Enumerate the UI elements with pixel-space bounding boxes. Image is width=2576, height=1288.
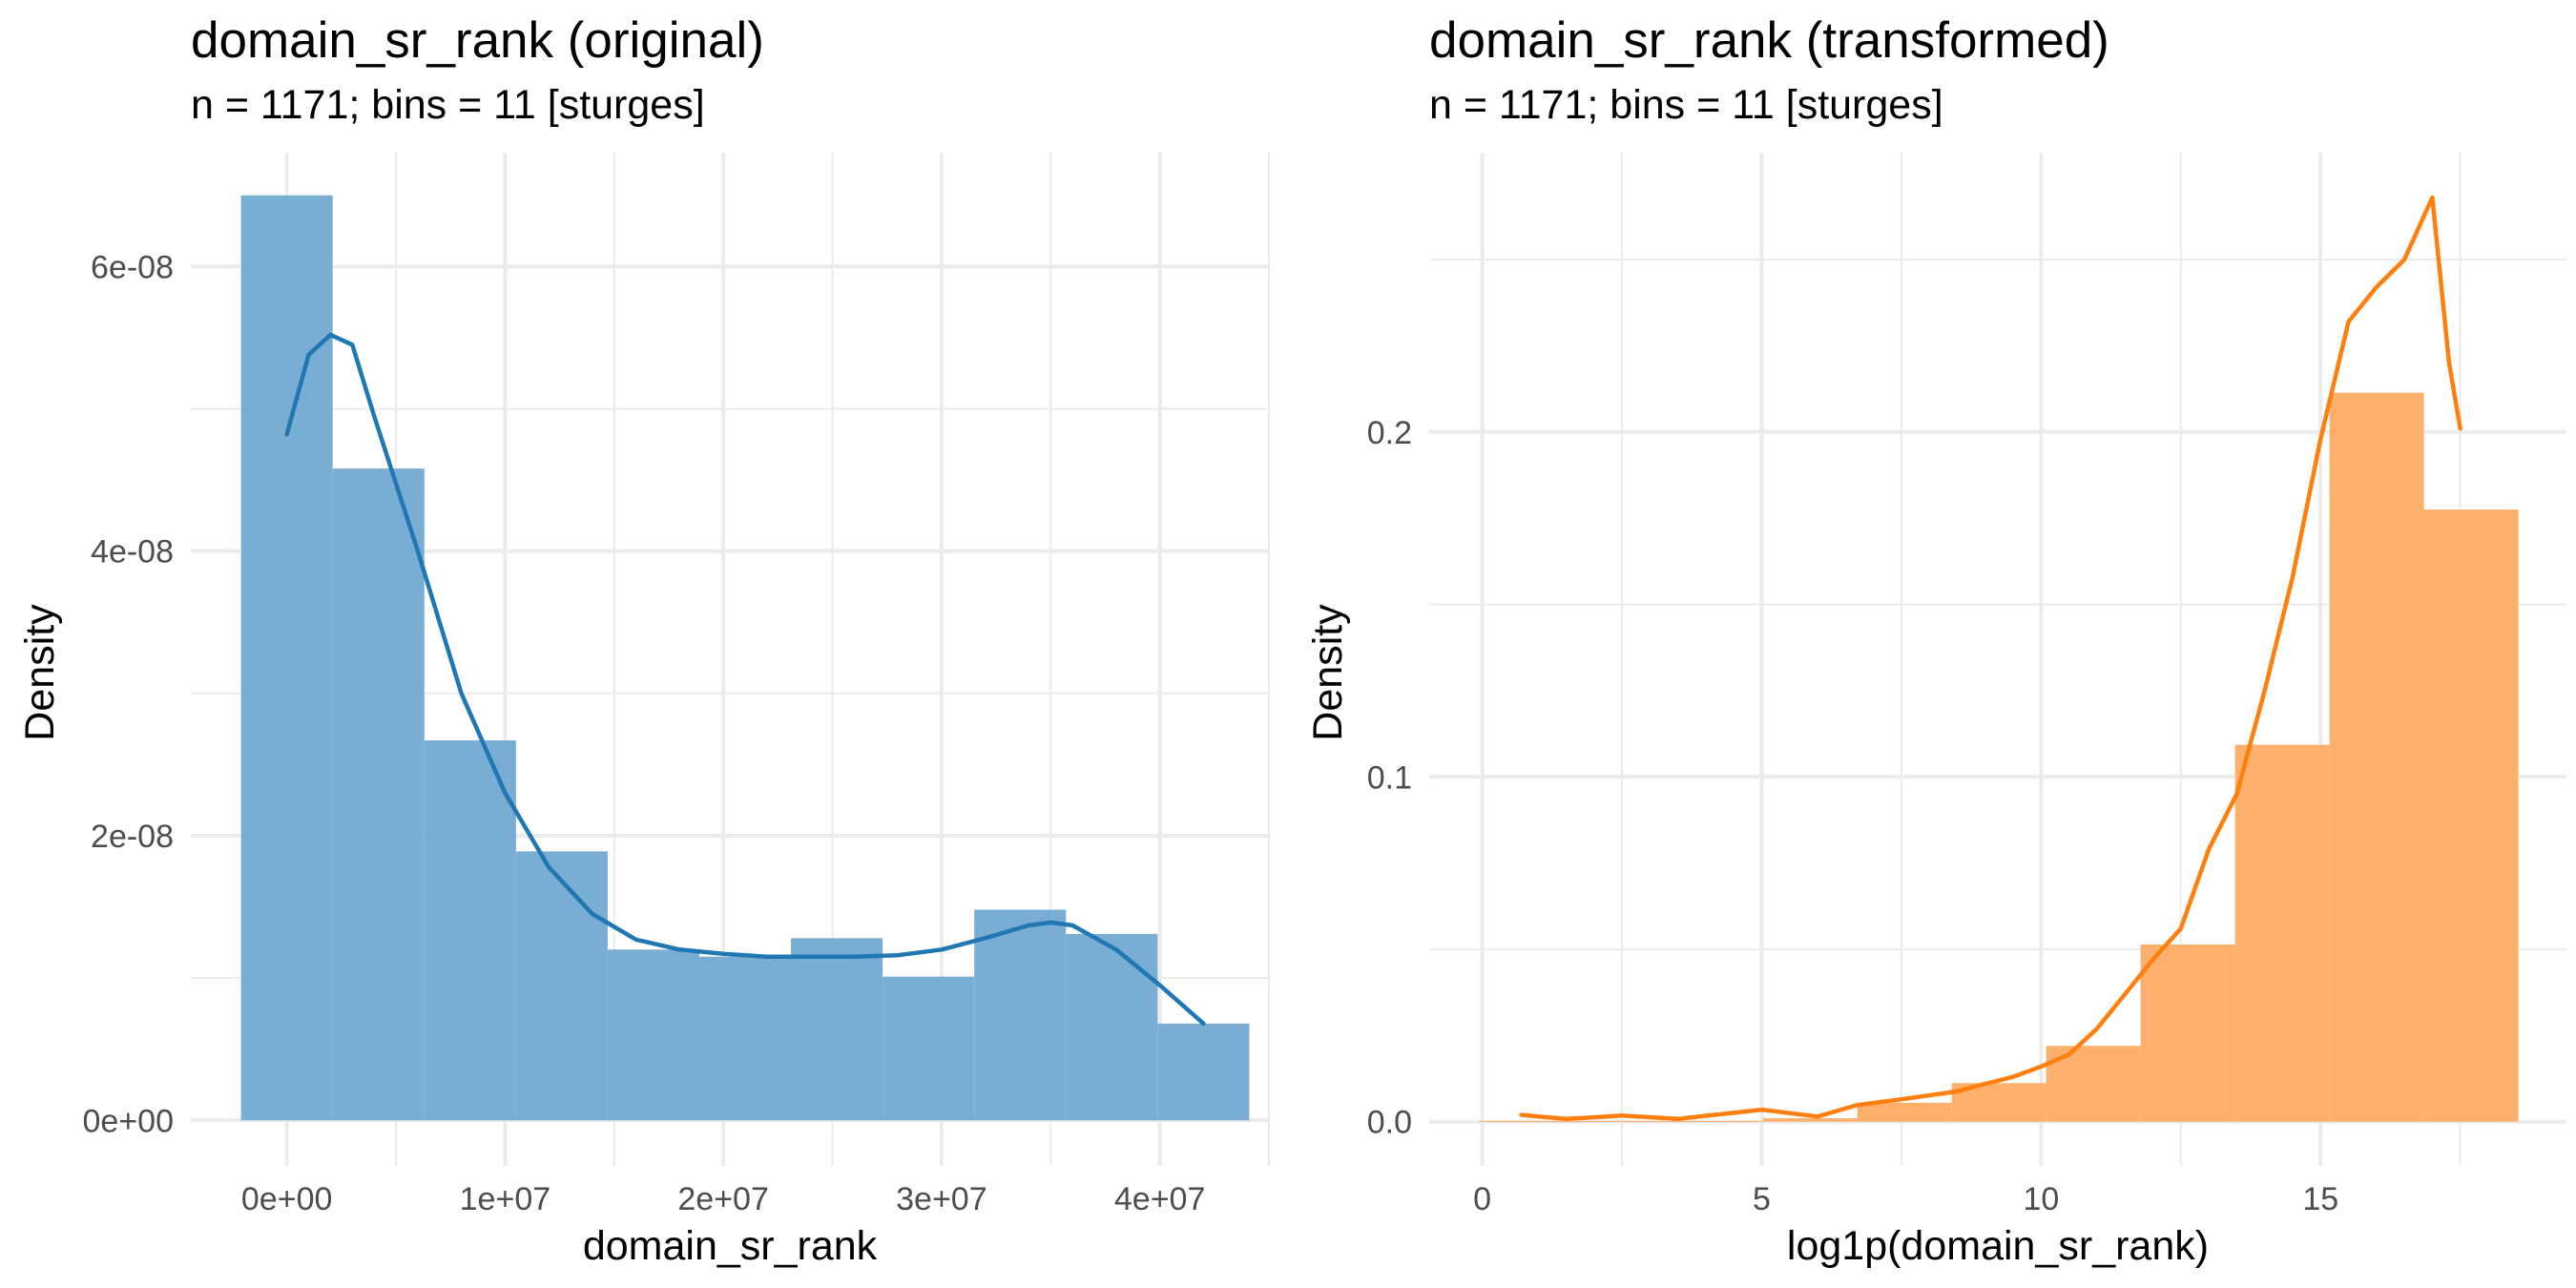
chart-title: domain_sr_rank (transformed) — [1429, 12, 2109, 69]
histogram-bar — [1066, 933, 1158, 1121]
chart-subtitle: n = 1171; bins = 11 [sturges] — [1429, 82, 1943, 128]
histogram-bar — [1857, 1102, 1952, 1122]
y-tick-label: 4e-08 — [91, 534, 174, 571]
histogram-bar — [332, 468, 425, 1121]
x-tick-label: 10 — [2023, 1181, 2059, 1217]
histogram-bar — [974, 909, 1067, 1121]
histogram-bar — [2329, 392, 2424, 1122]
histogram-bar — [2234, 744, 2330, 1122]
histogram-bar — [698, 956, 792, 1121]
x-tick-label: 4e+07 — [1114, 1181, 1206, 1217]
histogram-bar — [424, 740, 516, 1121]
chart-subtitle: n = 1171; bins = 11 [sturges] — [191, 82, 705, 128]
y-tick-label: 0.0 — [1367, 1105, 1412, 1141]
histogram-bar — [1668, 1121, 1763, 1123]
chart-panel-original: domain_sr_rank (original) n = 1171; bins… — [17, 12, 1270, 1269]
x-tick-label: 5 — [1753, 1181, 1771, 1217]
histogram-bar — [515, 851, 608, 1121]
x-tick-label: 15 — [2302, 1181, 2338, 1217]
histogram-bar — [2423, 509, 2519, 1122]
chart-panel-transformed: domain_sr_rank (transformed) n = 1171; b… — [1288, 0, 2576, 1288]
y-axis-label: Density — [17, 604, 63, 741]
y-axis-label: Density — [1305, 604, 1351, 741]
histogram-bar — [1157, 1023, 1250, 1121]
histogram-bar — [607, 949, 699, 1121]
chart-title: domain_sr_rank (original) — [191, 12, 764, 69]
histogram-bar — [1573, 1121, 1669, 1123]
y-tick-label: 0e+00 — [83, 1103, 175, 1139]
x-tick-label: 2e+07 — [677, 1181, 769, 1217]
x-tick-label: 3e+07 — [896, 1181, 987, 1217]
histogram-bar — [240, 195, 333, 1121]
x-tick-label: 0 — [1473, 1181, 1491, 1217]
histogram-bar — [1762, 1118, 1858, 1122]
histogram-bar — [791, 938, 883, 1121]
y-tick-label: 0.1 — [1367, 759, 1412, 796]
density-curve — [1519, 195, 2462, 1122]
y-tick-label: 0.2 — [1367, 415, 1412, 451]
histogram-original: 0e+00 1e+07 2e+07 3e+07 4e+07 0e+00 2e-08 4e-08… — [17, 153, 1270, 1269]
x-tick-label: 1e+07 — [460, 1181, 551, 1217]
x-axis-label: domain_sr_rank — [583, 1223, 878, 1269]
y-tick-label: 6e-08 — [91, 249, 174, 285]
density-curve — [284, 332, 1206, 1027]
histogram-bar — [1479, 1121, 1574, 1123]
x-axis-label: log1p(domain_sr_rank) — [1787, 1223, 2209, 1269]
y-tick-label: 2e-08 — [91, 819, 174, 855]
histogram-bar — [883, 976, 975, 1121]
histogram-transformed: 0 5 10 15 0.0 0.1 0.2 log1p(domain_sr_rank) Dens… — [1305, 153, 2566, 1269]
x-tick-label: 0e+00 — [241, 1181, 333, 1217]
histogram-bar — [2140, 944, 2235, 1122]
